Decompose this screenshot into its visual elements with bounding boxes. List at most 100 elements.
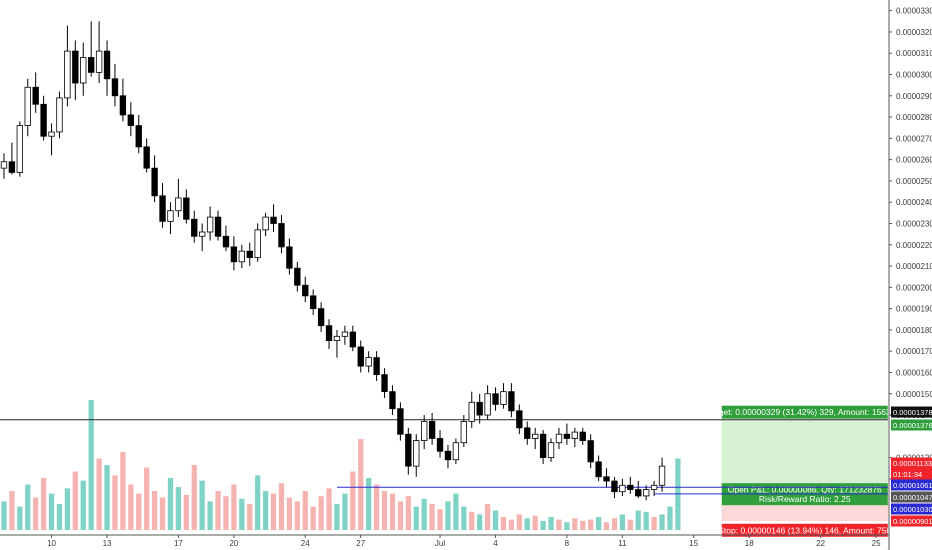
candle: [555, 427, 563, 450]
volume-bar: [159, 497, 166, 530]
candle: [492, 387, 499, 411]
volume-bar: [619, 514, 626, 530]
volume-bar: [358, 439, 364, 530]
volume-bar: [223, 496, 229, 530]
price-tag-label: 0.00001378: [893, 408, 932, 417]
volume-bar: [492, 510, 499, 530]
candle-body: [492, 393, 499, 405]
candle-body: [619, 484, 626, 493]
candle: [254, 223, 261, 262]
candle-body: [8, 161, 16, 173]
profit-zone: [721, 420, 888, 491]
candle-body: [0, 161, 8, 169]
candle: [516, 404, 523, 435]
target-label: Target: 0.00000329 (31.42%) 329, Amount:…: [707, 405, 903, 419]
candle-body: [405, 433, 412, 467]
candle-body: [397, 408, 404, 435]
volume-bar: [453, 493, 459, 530]
candle: [452, 438, 460, 465]
volume-bar: [64, 488, 71, 530]
candle: [539, 429, 547, 465]
price-tag: 01:01:34: [891, 468, 932, 480]
time-tick-label: 25: [872, 539, 881, 548]
candle-body: [127, 114, 134, 126]
candle: [460, 415, 467, 447]
volume-bar: [239, 498, 245, 530]
candle: [167, 202, 174, 235]
candle-body: [270, 216, 277, 224]
time-axis[interactable]: 10 13 17 20 24 27 Jul 4 8 11 15 18 22 25: [0, 534, 889, 548]
volume-bar: [334, 504, 340, 530]
price-tag: 0.00000901: [891, 515, 932, 527]
price-tag: 0.00001378: [891, 406, 932, 418]
volume-bars: [1, 400, 681, 530]
candle-body: [532, 433, 539, 439]
time-tick-label: 13: [103, 539, 112, 548]
candle-body: [381, 374, 388, 393]
candle-body: [151, 167, 158, 197]
volume-bar: [421, 498, 427, 530]
price-tag-bg: [891, 406, 932, 418]
candle: [199, 223, 206, 252]
candle-body: [302, 284, 309, 297]
candle: [357, 340, 364, 373]
candle-body: [635, 489, 642, 497]
time-tick-label: 10: [47, 539, 56, 548]
volume-bar: [144, 467, 150, 530]
volume-bar: [564, 522, 570, 530]
volume-bar: [88, 400, 94, 530]
candle: [587, 434, 594, 469]
candle-body: [508, 391, 515, 412]
stop-label-bg: [721, 523, 888, 537]
volume-bar: [381, 491, 388, 530]
price-tag: 0.00001376: [891, 419, 932, 431]
candle-body: [199, 231, 206, 237]
candle-body: [444, 450, 452, 461]
candle-body: [325, 325, 333, 341]
candle-body: [643, 489, 650, 497]
volume-bar: [262, 491, 269, 530]
candle-body: [611, 480, 618, 493]
volume-bar: [9, 491, 15, 530]
candle: [532, 427, 539, 450]
stop-label: Stop: 0.00000146 (13.94%) 146, Amount: 7…: [718, 523, 892, 537]
candle-body: [587, 440, 594, 463]
volume-bar: [215, 491, 221, 530]
candle-body: [539, 433, 547, 459]
volume-bar: [595, 517, 602, 530]
candle-body: [143, 146, 150, 169]
candle: [191, 210, 198, 243]
candle-body: [484, 393, 491, 416]
time-tick-label: 20: [229, 539, 238, 548]
candle: [183, 189, 190, 224]
candle-body: [555, 433, 563, 444]
candle-body: [159, 195, 166, 222]
volume-bar: [151, 491, 158, 530]
candle: [484, 385, 491, 420]
volume-bar: [112, 475, 118, 530]
target-label-text: Target: 0.00000329 (31.42%) 329, Amount:…: [707, 407, 903, 417]
time-tick-label: 18: [745, 539, 754, 548]
volume-bar: [405, 496, 411, 530]
volume-bar: [326, 488, 332, 530]
candle: [468, 391, 475, 428]
price-tag-bg: [891, 503, 932, 515]
volume-bar: [270, 493, 277, 530]
volume-bar: [33, 497, 39, 530]
candle: [159, 183, 166, 228]
time-tick-label: 4: [493, 539, 498, 548]
candle: [151, 155, 158, 203]
price-tag-label: 0.00001376: [893, 421, 932, 430]
long-position-tool[interactable]: Target: 0.00000329 (31.42%) 329, Amount:…: [707, 405, 903, 537]
candle: [650, 481, 658, 496]
volume-bar: [508, 519, 515, 530]
candle: [24, 78, 31, 137]
candle: [246, 242, 253, 267]
volume-bar: [294, 501, 300, 530]
candle: [341, 325, 349, 345]
candlesticks: [0, 21, 666, 501]
volume-bar: [104, 465, 110, 530]
